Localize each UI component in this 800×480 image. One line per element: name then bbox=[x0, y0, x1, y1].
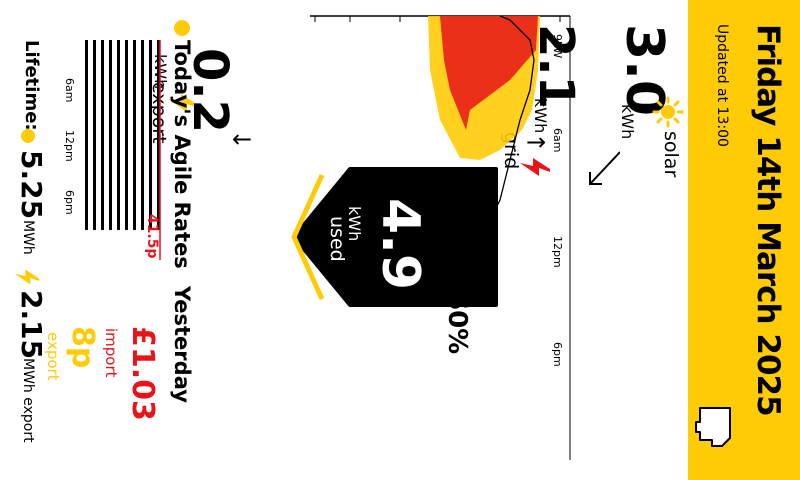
battery-point bbox=[455, 257, 465, 267]
lightning-icon bbox=[168, 94, 198, 112]
sun-icon bbox=[652, 96, 684, 128]
yesterday-export-value: 8p bbox=[65, 326, 100, 369]
rate-peak-label: 41.5p bbox=[144, 214, 160, 259]
sun-icon bbox=[21, 129, 35, 143]
rate-bars bbox=[85, 40, 160, 230]
lifetime-solar-value: 5.25 bbox=[15, 150, 48, 220]
rate-time-label: 6pm bbox=[63, 190, 76, 215]
yesterday-import-value: £1.03 bbox=[125, 326, 160, 421]
battery-icon bbox=[429, 277, 458, 291]
octopus-logo-icon bbox=[695, 407, 731, 447]
sun-icon bbox=[174, 20, 190, 36]
yesterday-title: Yesterday bbox=[170, 286, 194, 403]
rate-time-label: 6am bbox=[63, 78, 76, 103]
battery-trace bbox=[459, 15, 535, 263]
yesterday-import-label: import bbox=[102, 328, 120, 378]
rate-time-label: 12pm bbox=[63, 130, 76, 162]
used-hexagon bbox=[291, 167, 498, 307]
lifetime-export-value: 2.15 bbox=[15, 290, 48, 360]
lifetime-label: Lifetime: bbox=[21, 40, 42, 131]
solar-arrow bbox=[589, 151, 620, 185]
header-bar: Friday 14th March 2025 Updated at 13:00 bbox=[688, 0, 800, 480]
grid-area bbox=[440, 16, 538, 130]
lightning-icon bbox=[14, 269, 40, 285]
lifetime-export-unit: MWh export bbox=[20, 358, 36, 443]
lifetime-solar-unit: MWh bbox=[20, 220, 36, 255]
lightning-icon bbox=[520, 158, 550, 176]
